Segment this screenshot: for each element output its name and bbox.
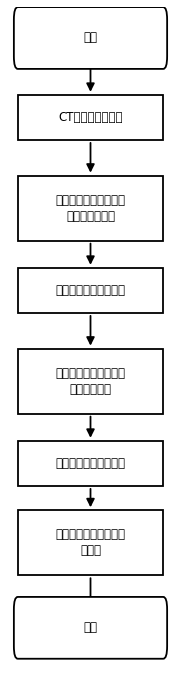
Text: 图像形态学开、闭操作: 图像形态学开、闭操作	[56, 457, 125, 470]
FancyBboxPatch shape	[18, 349, 163, 413]
FancyBboxPatch shape	[18, 510, 163, 575]
Text: 移除体积较小的三维连
通区域: 移除体积较小的三维连 通区域	[56, 528, 125, 557]
FancyBboxPatch shape	[18, 175, 163, 241]
Text: 构造能量泛函方程并设
定初始零水平集: 构造能量泛函方程并设 定初始零水平集	[56, 194, 125, 222]
Text: CT胸片图像预处理: CT胸片图像预处理	[58, 111, 123, 124]
FancyBboxPatch shape	[18, 95, 163, 140]
FancyBboxPatch shape	[18, 268, 163, 313]
FancyBboxPatch shape	[18, 441, 163, 486]
Text: 开始: 开始	[83, 31, 98, 44]
Text: 挑选候选肺部区域轮廓: 挑选候选肺部区域轮廓	[56, 284, 125, 297]
FancyBboxPatch shape	[14, 7, 167, 69]
Text: 逐个向候选肺部区域轮
廓内填充像素: 逐个向候选肺部区域轮 廓内填充像素	[56, 367, 125, 396]
FancyBboxPatch shape	[14, 597, 167, 659]
Text: 结束: 结束	[83, 622, 98, 634]
